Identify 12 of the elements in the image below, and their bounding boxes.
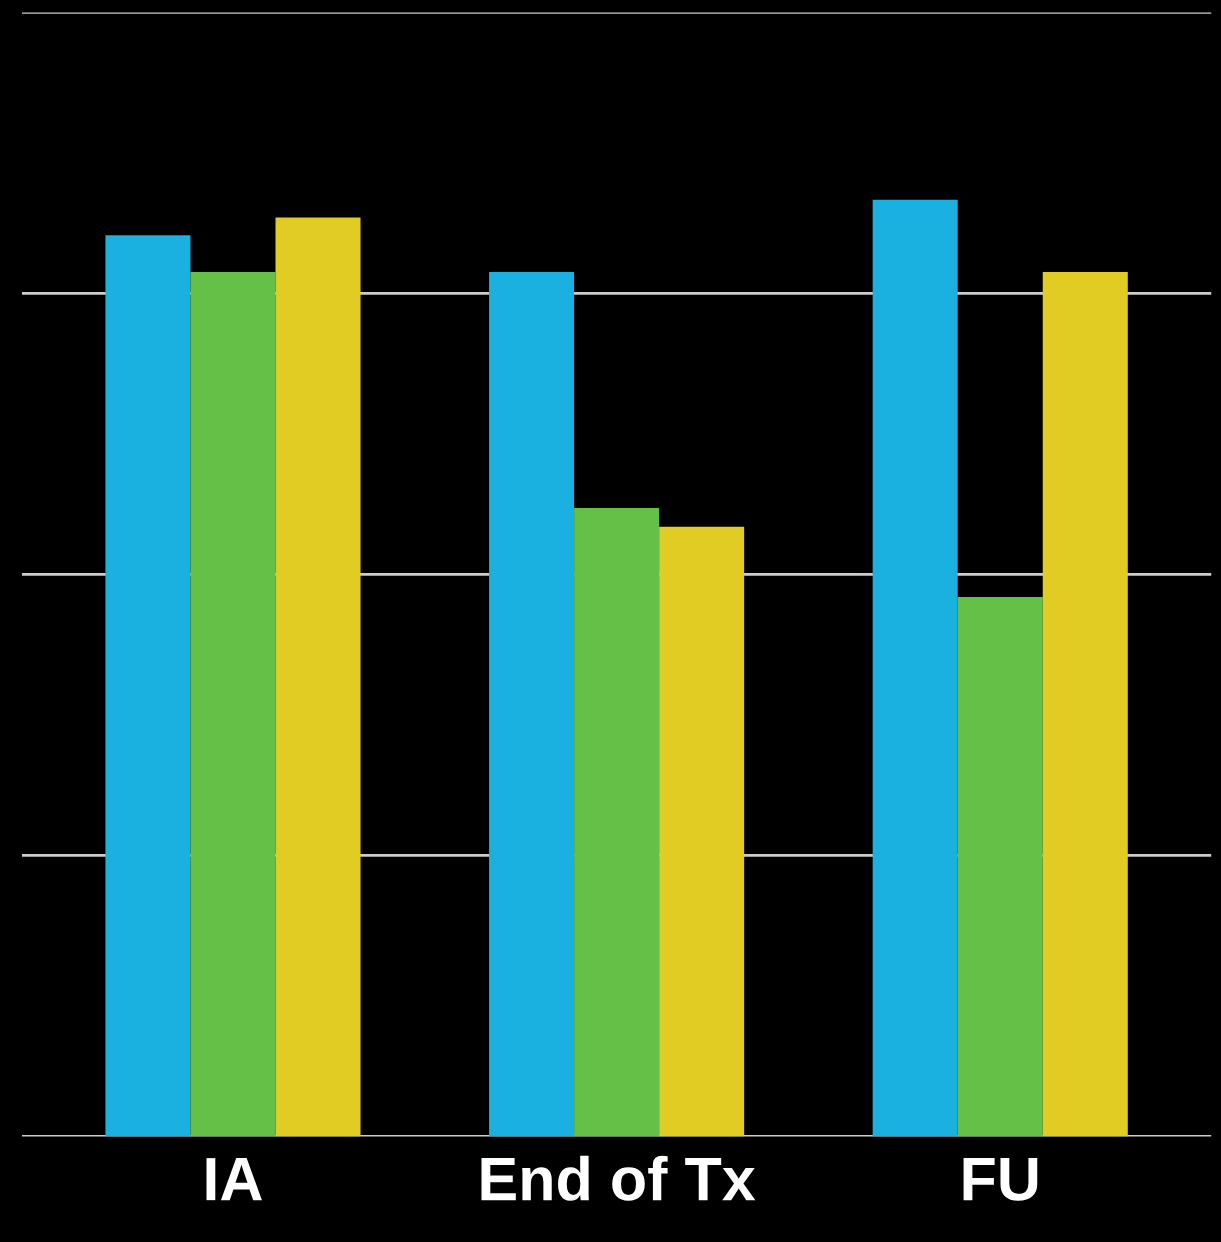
bar: [957, 596, 1043, 1137]
x-tick-label: FU: [963, 1158, 1038, 1201]
bar: [105, 235, 191, 1137]
bar: [489, 271, 575, 1137]
bar: [190, 271, 276, 1137]
bar: [1042, 271, 1128, 1137]
bar: [275, 217, 361, 1137]
bar: [659, 526, 745, 1137]
bar: [872, 199, 958, 1137]
x-tick-label: End of Tx: [481, 1155, 756, 1201]
x-tick-label: IA: [206, 1158, 262, 1201]
bar: [574, 507, 660, 1137]
